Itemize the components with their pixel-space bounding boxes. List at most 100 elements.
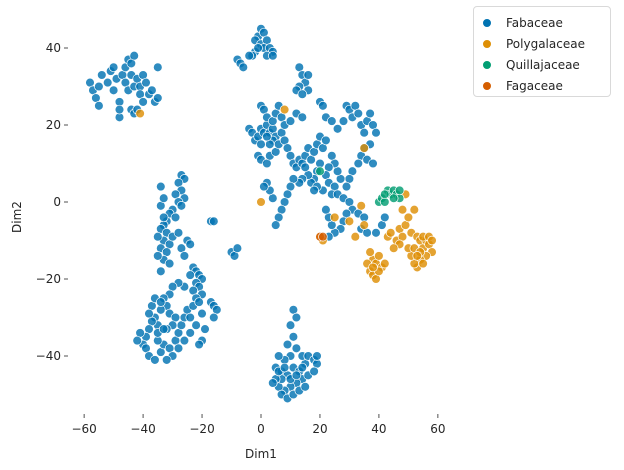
legend-marker-fabaceae (482, 17, 492, 28)
x-tick-label: 0 (257, 422, 265, 436)
x-tick-label: −20 (189, 422, 214, 436)
point-fabaceae (185, 328, 195, 338)
point-fabaceae (338, 116, 349, 126)
point-fabaceae (161, 355, 172, 365)
point-fabaceae (185, 239, 195, 250)
point-fabaceae (170, 212, 181, 223)
point-polygalaceae (359, 220, 369, 230)
point-fabaceae (253, 43, 263, 53)
point-fabaceae (270, 220, 281, 230)
point-fabaceae (309, 185, 319, 196)
legend-item-quillajaceae[interactable]: Quillajaceae (482, 54, 602, 75)
y-tick-label: 40 (46, 41, 61, 55)
point-fabaceae (309, 366, 319, 377)
point-polygalaceae (279, 104, 290, 115)
point-fabaceae (273, 351, 284, 361)
point-fabaceae (380, 212, 390, 223)
point-fabaceae (108, 62, 119, 73)
point-fabaceae (173, 343, 184, 354)
point-polygalaceae (256, 197, 266, 207)
point-fabaceae (238, 62, 249, 73)
point-polygalaceae (135, 108, 145, 119)
point-fabaceae (262, 131, 272, 142)
point-fabaceae (94, 81, 104, 92)
point-fabaceae (232, 243, 243, 253)
point-fabaceae (156, 266, 166, 277)
point-fabaceae (153, 62, 163, 73)
point-fabaceae (156, 181, 166, 192)
point-fagaceae (318, 231, 328, 242)
point-fabaceae (300, 382, 310, 392)
point-fabaceae (359, 127, 369, 138)
point-fabaceae (291, 312, 302, 323)
legend-marker-fagaceae (482, 80, 492, 91)
point-polygalaceae (427, 235, 437, 246)
point-fabaceae (268, 378, 278, 388)
x-tick-label: 40 (371, 422, 386, 436)
point-fabaceae (191, 320, 201, 330)
point-fabaceae (141, 77, 151, 88)
point-fabaceae (268, 50, 278, 61)
point-fabaceae (102, 77, 113, 88)
point-fabaceae (158, 193, 169, 203)
legend-label-fagaceae: Fagaceae (506, 78, 563, 93)
legend-item-polygalaceae[interactable]: Polygalaceae (482, 33, 602, 54)
point-fabaceae (327, 116, 337, 126)
point-polygalaceae (350, 231, 361, 242)
legend-item-fagaceae[interactable]: Fagaceae (482, 75, 602, 96)
point-quillajaceae (388, 193, 399, 203)
point-fabaceae (156, 297, 166, 307)
point-fabaceae (158, 212, 169, 223)
x-tick-label: −60 (71, 422, 96, 436)
x-axis-label: Dim1 (245, 447, 277, 461)
y-axis-label: Dim2 (10, 201, 24, 233)
point-fabaceae (303, 70, 313, 80)
point-fabaceae (297, 89, 308, 99)
x-axis-ticks: −60 −40 −20 0 20 40 60 (71, 414, 446, 436)
legend-marker-polygalaceae (482, 38, 492, 49)
y-tick-label: 0 (53, 195, 61, 209)
legend-label-quillajaceae: Quillajaceae (506, 57, 580, 72)
point-fabaceae (108, 85, 119, 96)
point-fabaceae (332, 124, 343, 134)
point-polygalaceae (359, 143, 369, 153)
point-fabaceae (185, 312, 195, 323)
point-fabaceae (173, 228, 184, 238)
point-polygalaceae (403, 212, 414, 223)
point-fabaceae (365, 108, 375, 119)
point-fabaceae (179, 335, 190, 346)
point-polygalaceae (356, 201, 366, 211)
point-fabaceae (194, 297, 204, 307)
x-tick-label: 20 (312, 422, 327, 436)
point-fabaceae (371, 228, 381, 238)
point-fabaceae (300, 162, 310, 173)
point-fabaceae (197, 308, 207, 319)
y-axis-ticks: −40 −20 0 20 40 (36, 41, 68, 363)
point-polygalaceae (409, 204, 420, 215)
legend-marker-quillajaceae (482, 59, 492, 70)
point-fabaceae (353, 108, 364, 119)
point-fabaceae (209, 216, 219, 227)
point-fabaceae (244, 50, 254, 61)
y-tick-label: −20 (36, 272, 61, 286)
point-polygalaceae (397, 204, 408, 215)
point-fabaceae (97, 70, 107, 80)
legend-item-fabaceae[interactable]: Fabaceae (482, 12, 602, 33)
point-polygalaceae (344, 216, 355, 227)
point-fabaceae (153, 251, 163, 261)
point-fabaceae (285, 320, 296, 330)
point-fabaceae (153, 231, 163, 242)
point-fabaceae (327, 151, 337, 161)
point-fabaceae (291, 370, 302, 381)
point-polygalaceae (329, 212, 340, 223)
point-fabaceae (288, 332, 299, 342)
point-polygalaceae (385, 228, 396, 238)
point-fabaceae (200, 324, 210, 334)
point-fabaceae (368, 158, 378, 169)
point-fabaceae (297, 112, 308, 123)
point-polygalaceae (412, 251, 422, 261)
point-fabaceae (153, 93, 163, 103)
x-tick-label: 60 (430, 422, 445, 436)
point-polygalaceae (374, 251, 384, 261)
